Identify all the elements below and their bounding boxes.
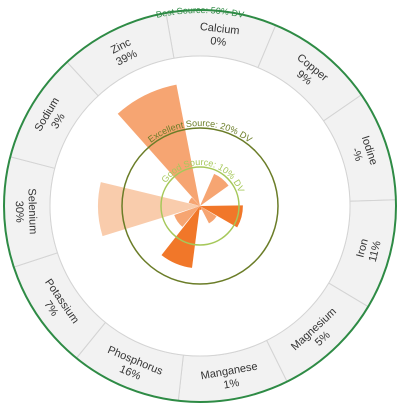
bar-copper: [200, 173, 229, 206]
bar-manganese: [199, 206, 202, 210]
bar-zinc: [117, 84, 200, 206]
category-value: 1%: [223, 377, 241, 392]
reference-rings: [3, 9, 397, 403]
ring-label-50: Best Source: 50% DV: [155, 5, 245, 20]
bar-iron: [200, 205, 243, 228]
category-value: -%: [349, 146, 365, 163]
bar-magnesium: [200, 206, 217, 224]
bar-sodium: [188, 197, 200, 206]
category-name: Calcium: [199, 21, 240, 37]
ring-50: [3, 9, 397, 403]
category-name: Selenium: [25, 188, 38, 234]
category-name: Iron: [354, 238, 370, 259]
category-value: 0%: [210, 35, 227, 49]
ring-20: [121, 127, 279, 285]
ring-10: [160, 166, 240, 246]
category-value: 30%: [13, 201, 26, 224]
category-value: 11%: [367, 239, 384, 263]
bar-phosphorus: [161, 206, 200, 268]
bar-potassium: [174, 206, 200, 227]
label-iodine: Iodine-%: [349, 134, 380, 166]
